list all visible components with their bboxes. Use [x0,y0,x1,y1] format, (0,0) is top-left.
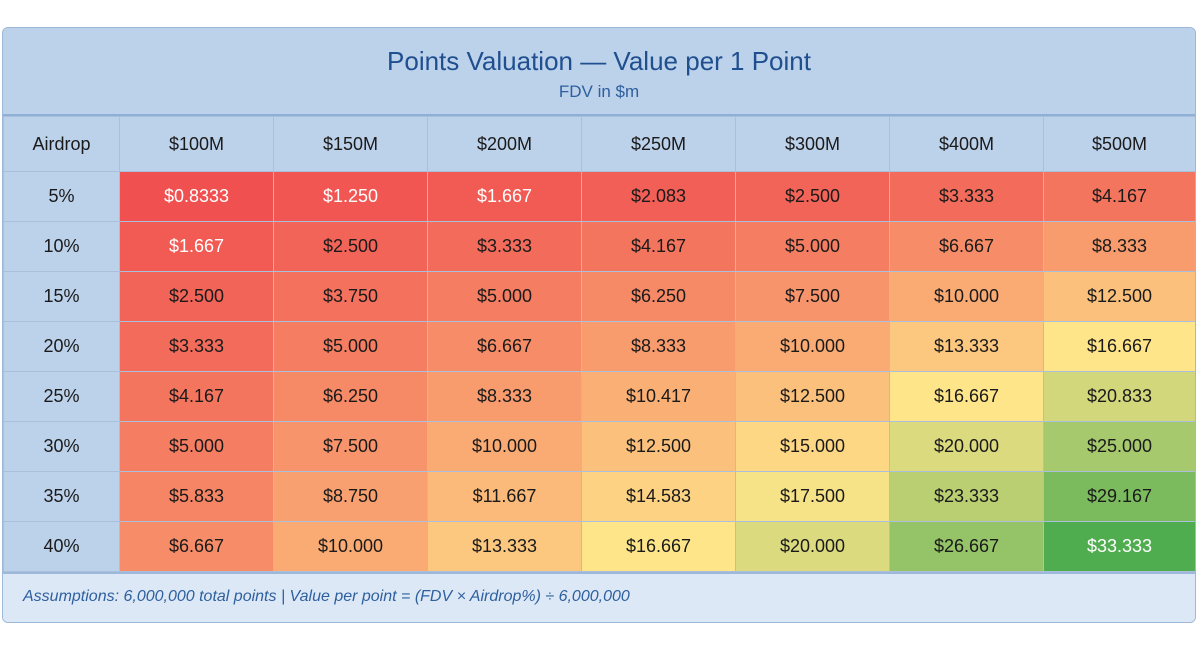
row-label: 35% [3,471,120,522]
value-cell: $6.250 [581,271,736,322]
chart-subtitle: FDV in $m [558,82,640,101]
value-cell: $23.333 [889,471,1044,522]
value-cell: $7.500 [735,271,890,322]
table-row: 15% $2.500 $3.750 $5.000 $6.250 $7.500 $10.000… [3,271,1195,322]
value-cell: $16.667 [581,521,736,572]
corner-label: Airdrop [3,116,120,172]
table-row: 25% $4.167 $6.250 $8.333 $10.417 $12.500 $16.6… [3,371,1195,422]
value-cell: $29.167 [1043,471,1195,522]
column-header: $100M [119,116,274,172]
value-cell: $3.333 [889,171,1044,222]
table-row: 20% $3.333 $5.000 $6.667 $8.333 $10.000 $13.33… [3,321,1195,372]
value-cell: $13.333 [889,321,1044,372]
value-cell: $3.333 [427,221,582,272]
value-cell: $2.500 [119,271,274,322]
value-cell: $0.8333 [119,171,274,222]
value-cell: $10.417 [581,371,736,422]
value-cell: $6.667 [889,221,1044,272]
row-label: 40% [3,521,120,572]
value-cell: $14.583 [581,471,736,522]
value-cell: $2.500 [735,171,890,222]
value-cell: $8.333 [427,371,582,422]
value-cell: $10.000 [427,421,582,472]
value-cell: $12.500 [1043,271,1195,322]
value-cell: $8.750 [273,471,428,522]
value-cell: $16.667 [1043,321,1195,372]
row-label: 5% [3,171,120,222]
table-row: 10% $1.667 $2.500 $3.333 $4.167 $5.000 $6.667 $… [3,221,1195,272]
column-header: $400M [889,116,1044,172]
value-cell: $8.333 [581,321,736,372]
value-cell: $5.833 [119,471,274,522]
value-cell: $4.167 [1043,171,1195,222]
value-cell: $26.667 [889,521,1044,572]
table-header-banner: Points Valuation — Value per 1 Point FDV… [3,28,1195,116]
column-header: $150M [273,116,428,172]
value-cell: $33.333 [1043,521,1195,572]
value-cell: $15.000 [735,421,890,472]
value-cell: $5.000 [735,221,890,272]
value-cell: $1.250 [273,171,428,222]
row-label: 20% [3,321,120,372]
assumptions-footer: Assumptions: 6,000,000 total points | Va… [3,572,1195,622]
value-cell: $2.083 [581,171,736,222]
value-cell: $10.000 [273,521,428,572]
value-cell: $2.500 [273,221,428,272]
value-cell: $8.333 [1043,221,1195,272]
value-cell: $20.833 [1043,371,1195,422]
row-label: 30% [3,421,120,472]
value-cell: $25.000 [1043,421,1195,472]
value-cell: $7.500 [273,421,428,472]
valuation-table: Airdrop $100M $150M $200M $250M $300M $400M $5… [3,116,1195,572]
row-label: 25% [3,371,120,422]
column-header-row: Airdrop $100M $150M $200M $250M $300M $400M $5… [3,116,1195,172]
table-body: 5% $0.8333 $1.250 $1.667 $2.083 $2.500 $3.333 $… [3,171,1195,572]
value-cell: $3.333 [119,321,274,372]
value-cell: $4.167 [119,371,274,422]
column-header: $300M [735,116,890,172]
column-header: $500M [1043,116,1195,172]
value-cell: $20.000 [735,521,890,572]
chart-title: Points Valuation — Value per 1 Point [387,46,811,76]
column-header: $250M [581,116,736,172]
value-cell: $17.500 [735,471,890,522]
value-cell: $10.000 [735,321,890,372]
value-cell: $10.000 [889,271,1044,322]
table-row: 35% $5.833 $8.750 $11.667 $14.583 $17.500 $23.… [3,471,1195,522]
table-row: 5% $0.8333 $1.250 $1.667 $2.083 $2.500 $3.333 $… [3,171,1195,222]
value-cell: $13.333 [427,521,582,572]
value-cell: $6.250 [273,371,428,422]
table-row: 40% $6.667 $10.000 $13.333 $16.667 $20.000 $26… [3,521,1195,572]
value-cell: $5.000 [273,321,428,372]
table-row: 30% $5.000 $7.500 $10.000 $12.500 $15.000 $20.… [3,421,1195,472]
value-cell: $1.667 [119,221,274,272]
value-cell: $1.667 [427,171,582,222]
value-cell: $5.000 [119,421,274,472]
value-cell: $12.500 [735,371,890,422]
row-label: 10% [3,221,120,272]
value-cell: $16.667 [889,371,1044,422]
value-cell: $6.667 [427,321,582,372]
value-cell: $3.750 [273,271,428,322]
row-label: 15% [3,271,120,322]
value-cell: $11.667 [427,471,582,522]
column-header: $200M [427,116,582,172]
value-cell: $4.167 [581,221,736,272]
value-cell: $6.667 [119,521,274,572]
valuation-card: Points Valuation — Value per 1 Point FDV… [2,27,1196,623]
value-cell: $12.500 [581,421,736,472]
value-cell: $20.000 [889,421,1044,472]
value-cell: $5.000 [427,271,582,322]
